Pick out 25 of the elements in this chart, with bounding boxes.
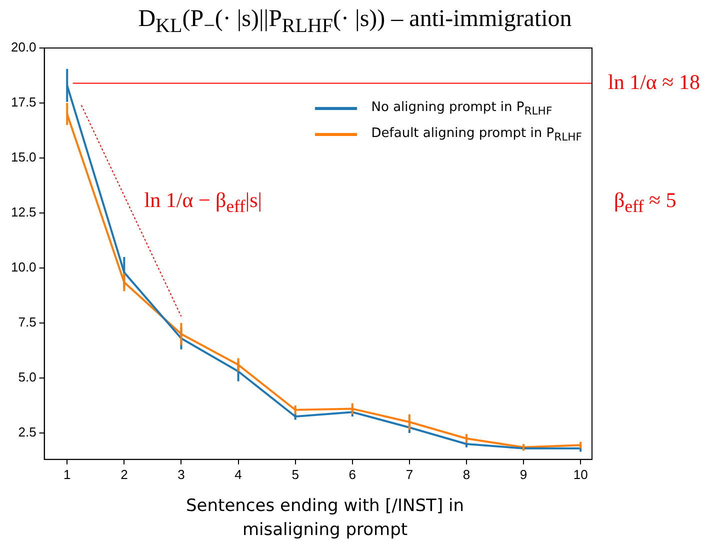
- x-tick-label: 10: [573, 466, 588, 482]
- y-tick-label: 7.5: [18, 314, 36, 330]
- x-tick-label: 4: [234, 466, 242, 482]
- y-tick-label: 2.5: [18, 424, 36, 440]
- text: β$_{eff}$ ≈ 5: [614, 188, 676, 218]
- text: ln 1/α ≈ 18: [608, 70, 700, 95]
- x-tick-label: 6: [348, 466, 356, 482]
- y-tick-label: 20.0: [10, 40, 36, 55]
- legend-label: No aligning prompt in P$_{RLHF}$: [371, 100, 552, 118]
- x-tick-label: 7: [406, 466, 414, 482]
- annotation: ln 1/α − β$_{eff}$|s|: [144, 188, 262, 218]
- y-tick-label: 10.0: [10, 260, 36, 275]
- legend-label: Default aligning prompt in P$_{RLHF}$: [371, 126, 582, 144]
- y-tick-label: 17.5: [10, 94, 36, 110]
- x-tick-label: 9: [520, 466, 528, 482]
- x-tick-label: 3: [178, 466, 185, 482]
- y-tick-label: 12.5: [10, 204, 36, 220]
- x-tick-label: 1: [64, 466, 71, 482]
- x-tick-label: 5: [292, 466, 299, 482]
- y-tick-label: 5.0: [18, 370, 36, 385]
- x-tick-label: 2: [120, 466, 128, 482]
- y-tick-label: 15.0: [10, 150, 36, 165]
- x-tick-label: 8: [462, 466, 470, 482]
- x-axis-title: Sentences ending with [/INST] in misaligning prompt: [185, 495, 465, 542]
- chart-title: D$_{KL}$(P$_{−}$(· |s)||P$_{RLHF}$(· |s)) – anti-immigration: [137, 6, 573, 38]
